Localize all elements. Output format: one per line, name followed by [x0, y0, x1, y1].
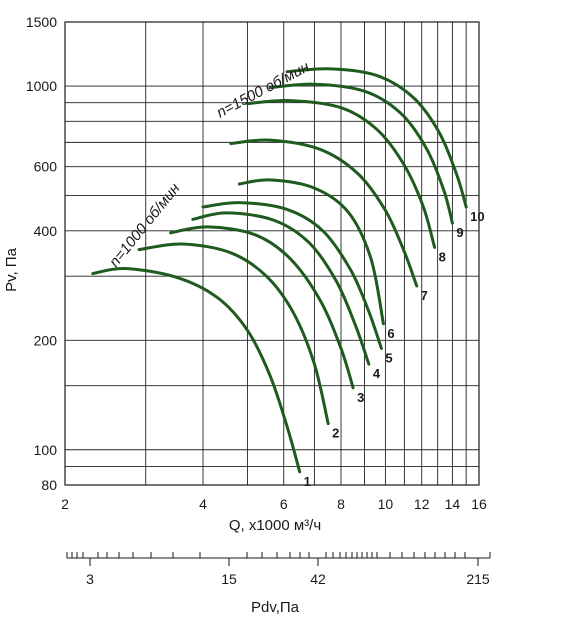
pdv-tick-label: 215: [466, 571, 490, 587]
curve-label-2: 2: [332, 426, 339, 441]
x-axis-label: Q, x1000 м³/ч: [229, 517, 321, 534]
curve-label-10: 10: [470, 209, 484, 224]
y-tick-label: 1000: [26, 78, 57, 94]
x-tick-label: 14: [445, 496, 461, 512]
x-tick-label: 12: [414, 496, 430, 512]
curve-7: [229, 138, 419, 288]
x-tick-label: 2: [61, 496, 69, 512]
x-tick-label: 10: [378, 496, 394, 512]
x-tick-label: 8: [337, 496, 345, 512]
curve-5: [201, 201, 383, 350]
y-tick-labels: 80 100 200 400 600 1000 1500: [26, 14, 57, 493]
curve-6: [237, 178, 385, 326]
curve-2: [137, 242, 330, 426]
y-tick-label: 600: [34, 159, 58, 175]
x-tick-label: 4: [199, 496, 207, 512]
speed-annotation-1500: n=1500 об/мин: [214, 58, 312, 121]
x-tick-labels: 2 4 6 8 10 12 14 16: [61, 496, 487, 512]
y-tick-label: 80: [41, 477, 57, 493]
curve-9: [268, 82, 454, 225]
curve-3: [169, 225, 355, 390]
pdv-tick-label: 3: [86, 571, 94, 587]
curve-label-5: 5: [385, 350, 392, 365]
curve-label-6: 6: [387, 326, 394, 341]
y-tick-label: 100: [34, 442, 58, 458]
speed-annotation-1000: n=1000 об/мин: [106, 180, 184, 270]
curve-8: [245, 99, 437, 249]
pdv-tick-label: 42: [310, 571, 326, 587]
pdv-axis-label: Pdv,Па: [251, 599, 300, 616]
curve-1: [91, 266, 302, 474]
pdv-minor-ticks: [66, 552, 491, 566]
curve-label-9: 9: [456, 225, 463, 240]
y-tick-label: 200: [34, 332, 58, 348]
y-axis-label: Pv, Па: [3, 247, 20, 292]
curve-label-3: 3: [357, 390, 364, 405]
curve-labels: 1 2 345 6 7 89 10: [304, 209, 485, 489]
curve-4: [191, 211, 371, 366]
y-tick-label: 1500: [26, 14, 57, 30]
curves: [91, 67, 468, 474]
pdv-tick-label: 15: [221, 571, 237, 587]
curve-label-1: 1: [304, 474, 311, 489]
curve-label-8: 8: [439, 249, 446, 264]
curve-label-7: 7: [421, 288, 428, 303]
curve-label-4: 4: [373, 366, 381, 381]
x-tick-label: 16: [471, 496, 487, 512]
curve-10: [285, 67, 468, 209]
x-tick-label: 6: [280, 496, 288, 512]
pdv-axis: 3 15 42 215 Pdv,Па: [66, 552, 491, 616]
plot-frame: [64, 21, 480, 486]
y-tick-label: 400: [34, 223, 58, 239]
